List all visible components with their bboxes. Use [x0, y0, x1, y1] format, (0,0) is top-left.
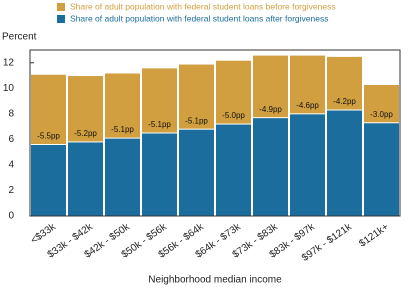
data-label: -4.9pp — [259, 105, 282, 114]
x-tick-label: <$33k — [29, 221, 59, 246]
y-axis-title: Percent — [2, 32, 37, 43]
bar — [141, 132, 178, 217]
bar — [289, 113, 326, 217]
bar — [363, 122, 400, 217]
bar — [178, 128, 215, 217]
bar — [104, 137, 141, 217]
bar — [30, 143, 67, 217]
bar — [326, 109, 363, 217]
x-tick-label: $121k+ — [357, 222, 391, 250]
y-tick-label: 2 — [8, 185, 14, 196]
bar — [67, 141, 104, 217]
y-tick-label: 4 — [8, 160, 14, 171]
plot-frame — [29, 49, 401, 217]
data-label: -5.5pp — [37, 132, 60, 141]
bar — [215, 123, 252, 217]
legend-label: Share of adult population with federal s… — [70, 13, 328, 23]
y-tick-label: 0 — [8, 211, 14, 222]
y-tick-label: 12 — [3, 57, 15, 68]
data-label: -4.6pp — [296, 101, 319, 110]
x-axis-title: Neighborhood median income — [148, 275, 282, 286]
bar — [252, 117, 289, 217]
y-tick-label: 6 — [8, 134, 14, 145]
data-label: -5.2pp — [74, 129, 97, 138]
data-label: -5.1pp — [148, 120, 171, 129]
data-label: -5.1pp — [111, 125, 134, 134]
y-tick-label: 10 — [3, 83, 15, 94]
legend-swatch — [57, 3, 65, 11]
legend-label: Share of adult population with federal s… — [70, 1, 336, 11]
data-label: -3.0pp — [370, 110, 393, 119]
data-label: -5.0pp — [222, 111, 245, 120]
data-label: -4.2pp — [333, 97, 356, 106]
legend-swatch — [57, 15, 65, 23]
y-tick-label: 8 — [8, 108, 14, 119]
data-label: -5.1pp — [185, 116, 208, 125]
